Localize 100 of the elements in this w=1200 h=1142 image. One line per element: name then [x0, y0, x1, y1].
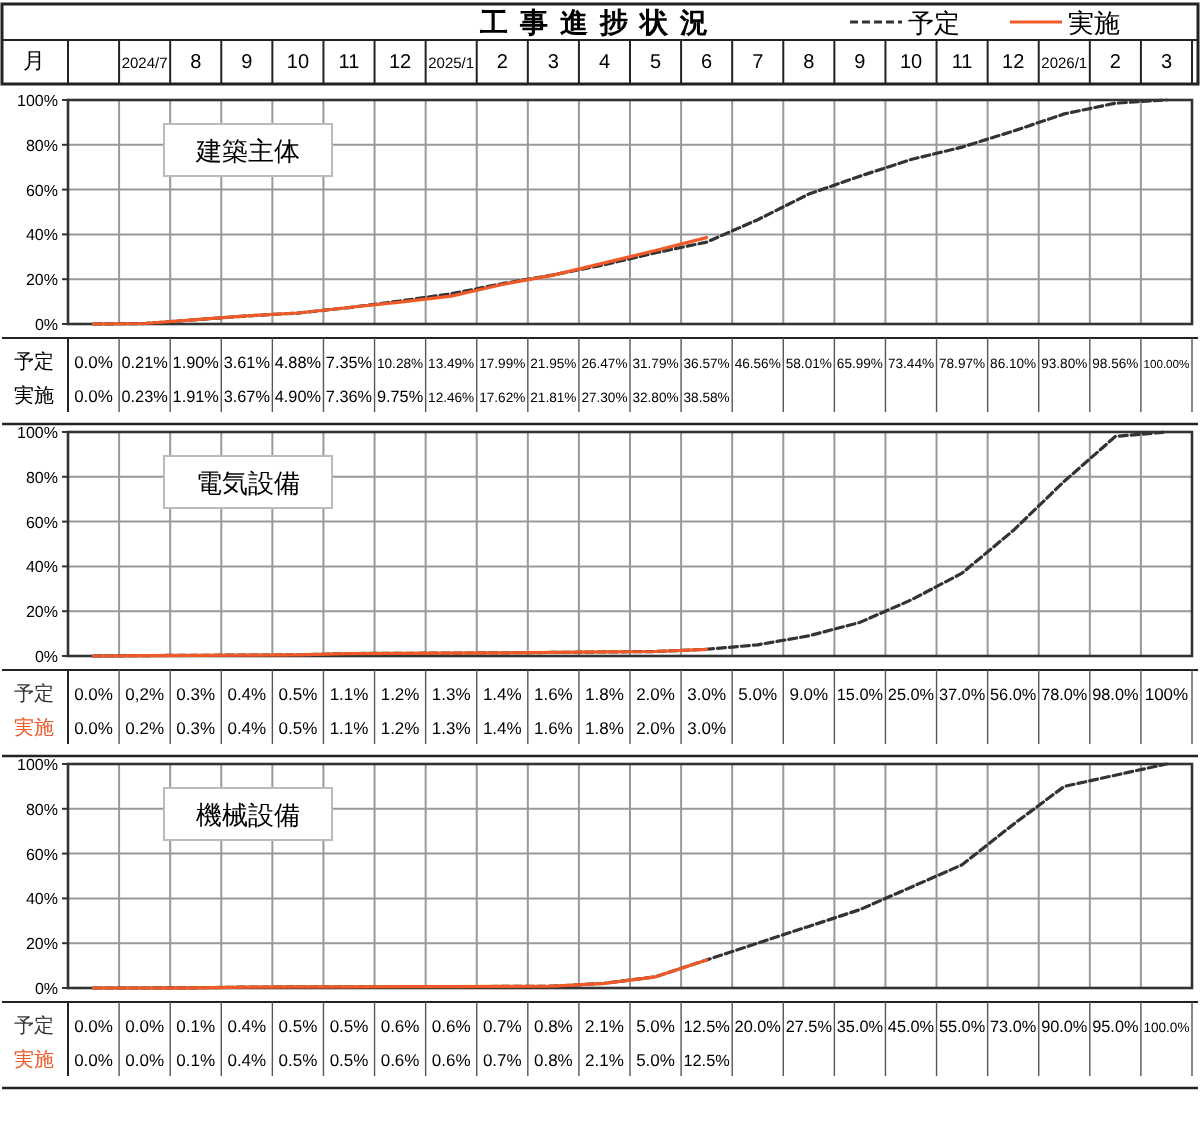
data-label: 1.90% [172, 354, 219, 372]
y-tick-label: 80% [25, 468, 58, 487]
y-tick-label: 20% [25, 935, 58, 954]
data-label: 9.0% [789, 684, 830, 704]
data-label: 3.0% [687, 684, 727, 704]
data-label: 0.3% [176, 718, 216, 738]
data-label: 12.5% [683, 1018, 730, 1036]
data-label: 9.75% [376, 388, 424, 406]
data-label: 1.8% [585, 718, 625, 738]
data-label: 1.6% [533, 718, 574, 738]
data-label: 0.0% [74, 386, 114, 406]
x-axis-title: 月 [23, 50, 45, 74]
x-tick-label: 3 [547, 52, 560, 74]
data-label: 0.21% [121, 354, 168, 372]
data-label: 78.0% [1041, 686, 1088, 704]
y-tick-label: 60% [25, 513, 58, 532]
data-label: 2.1% [585, 1016, 625, 1036]
data-label: 7.35% [325, 354, 373, 372]
y-tick-label: 100% [17, 424, 58, 442]
y-tick-label: 40% [25, 226, 58, 245]
data-label: 12.5% [683, 1052, 730, 1070]
y-tick-label: 60% [25, 845, 58, 864]
text: 実施 [14, 716, 54, 740]
data-label: 0.4% [227, 1050, 268, 1070]
data-label: 56.0% [990, 686, 1037, 704]
data-label: 0.0% [74, 1050, 114, 1070]
data-label: 0.5% [329, 1016, 370, 1036]
data-label: 0.7% [482, 1016, 523, 1036]
data-label: 2.1% [585, 1050, 625, 1070]
data-label: 20.0% [734, 1018, 781, 1036]
data-label: 4.90% [274, 388, 322, 406]
text: 予定 [14, 1014, 54, 1038]
x-tick-label: 8 [803, 52, 816, 74]
data-label: 0.0% [74, 1016, 114, 1036]
x-tick-label: 9 [854, 52, 867, 74]
text: 実施 [14, 386, 54, 408]
data-label: 0.8% [533, 1016, 574, 1036]
y-tick-label: 20% [25, 603, 58, 622]
data-label: 0.0% [74, 684, 114, 704]
data-label: 1.1% [329, 684, 370, 704]
x-tick-label: 9 [241, 52, 254, 74]
data-label: 5.0% [738, 684, 778, 704]
y-tick-label: 0% [34, 316, 58, 334]
x-tick-label: 11 [338, 52, 361, 74]
data-label: 1.3% [431, 684, 472, 704]
data-label: 0.1% [176, 1016, 216, 1036]
data-label: 2.0% [636, 718, 676, 738]
annotation: 機械設備 [196, 800, 300, 830]
x-tick-label: 8 [190, 52, 203, 74]
y-tick-label: 20% [25, 271, 58, 290]
legend-label: 実施 [1068, 8, 1120, 38]
data-label: 90.0% [1041, 1018, 1088, 1036]
data-label: 100% [1144, 684, 1190, 704]
data-label: 7.36% [325, 388, 373, 406]
y-tick-label: 40% [25, 890, 58, 909]
data-label: 0.23% [121, 388, 168, 406]
data-label: 4.88% [274, 354, 322, 372]
chart-title: 工事進捗状況 [478, 6, 720, 38]
data-label: 0.5% [278, 718, 319, 738]
line-series [91, 958, 709, 990]
y-tick-label: 100% [17, 756, 58, 774]
data-label: 3.61% [223, 354, 270, 372]
data-label: 55.0% [938, 1018, 986, 1036]
data-label: 1.2% [380, 718, 421, 738]
x-tick-label: 12 [388, 52, 413, 74]
text: 実施 [14, 1048, 54, 1072]
data-label: 0.7% [482, 1050, 523, 1070]
x-tick-label: 6 [701, 52, 714, 74]
data-label: 1.4% [482, 684, 523, 704]
y-tick-label: 100% [17, 92, 58, 110]
data-label: 0.4% [227, 718, 268, 738]
data-label: 0.1% [176, 1050, 216, 1070]
data-label: 1.6% [533, 684, 574, 704]
data-label: 95.0% [1092, 1018, 1139, 1036]
data-label: 0.0% [74, 718, 114, 738]
legend-label: 予定 [908, 8, 960, 38]
data-label: 0.6% [380, 1050, 421, 1070]
text: 予定 [14, 352, 54, 374]
data-label: 0.2% [125, 718, 165, 738]
x-tick-label: 12 [1002, 52, 1026, 74]
data-label: 0.5% [278, 1016, 319, 1036]
data-label: 73.0% [990, 1018, 1037, 1036]
data-label: 25.0% [887, 686, 935, 704]
data-label: 0.5% [329, 1050, 370, 1070]
y-tick-label: 0% [34, 980, 58, 998]
data-label: 0.4% [227, 684, 268, 704]
data-label: 1.1% [329, 718, 370, 738]
y-tick-label: 0% [34, 648, 58, 666]
data-label: 5.0% [636, 1050, 676, 1070]
x-tick-label: 4 [598, 52, 611, 74]
data-label: 0,2% [125, 684, 165, 704]
data-label: 0.0% [125, 1016, 165, 1036]
data-label: 0.6% [431, 1050, 472, 1070]
data-label: 0.6% [380, 1016, 421, 1036]
y-tick-label: 60% [25, 181, 58, 200]
x-tick-label: 5 [649, 52, 662, 74]
data-label: 1.4% [482, 718, 523, 738]
annotation: 電気設備 [196, 468, 300, 498]
x-tick-label: 2 [1109, 52, 1122, 74]
data-label: 0.8% [533, 1050, 574, 1070]
